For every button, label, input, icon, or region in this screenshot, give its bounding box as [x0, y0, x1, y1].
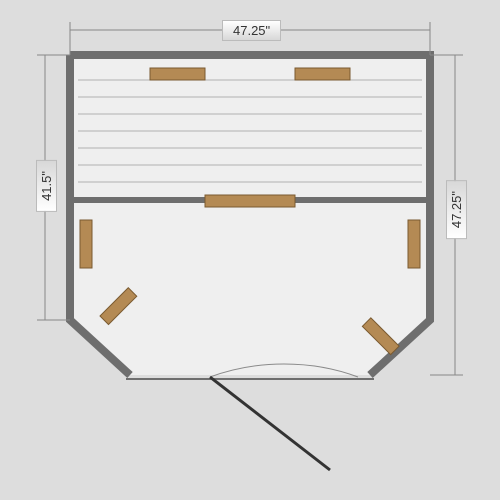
dimension-right-label: 47.25" [446, 180, 467, 239]
heater-back-right [295, 68, 350, 80]
heater-back-left [150, 68, 205, 80]
heater-bench-center [205, 195, 295, 207]
heater-side-left [80, 220, 92, 268]
floorplan-svg [0, 0, 500, 500]
dimension-left-label: 41.5" [36, 160, 57, 212]
dimension-top-label: 47.25" [222, 20, 281, 41]
floorplan-canvas: 47.25" 47.25" 41.5" [0, 0, 500, 500]
heater-side-right [408, 220, 420, 268]
